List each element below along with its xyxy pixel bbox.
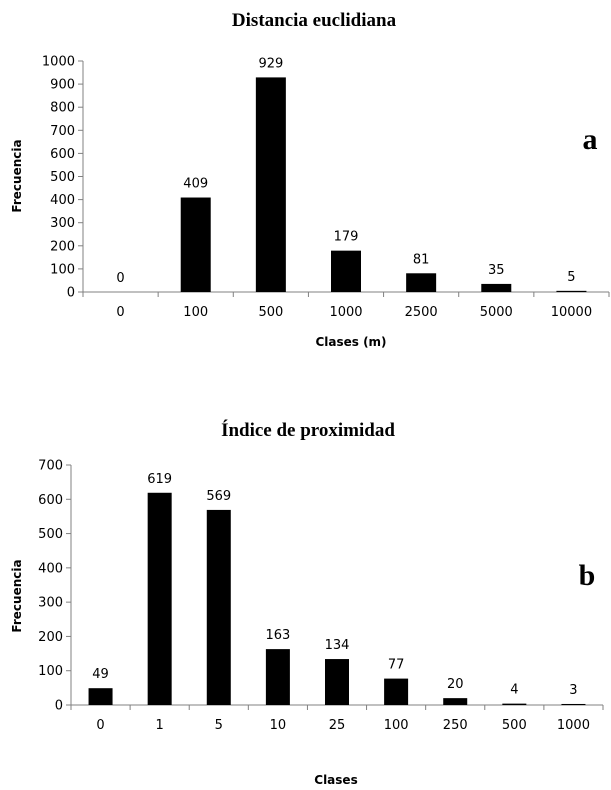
chart-a-bar-500	[255, 77, 286, 292]
chart-b-x-tick-label: 25	[329, 718, 346, 733]
chart-a-bar-5000	[481, 283, 512, 292]
chart-a-x-tick-label: 1000	[329, 305, 362, 320]
chart-a-y-tick-label: 700	[50, 124, 75, 139]
chart-b-bar-500	[502, 703, 527, 705]
chart-a-y-tick-label: 500	[50, 170, 75, 185]
chart-b-bar-25	[325, 659, 349, 705]
chart-b-y-axis-label: Frecuencia	[10, 559, 24, 632]
chart-a-y-tick-label: 200	[50, 239, 75, 254]
chart-a-x-tick-label: 100	[183, 305, 208, 320]
chart-b-x-tick-label: 0	[96, 718, 104, 733]
chart-b-bar-1	[147, 492, 172, 705]
chart-a-data-label: 35	[488, 263, 505, 278]
chart-a-y-tick-label: 800	[50, 101, 75, 116]
chart-b-x-tick-label: 5	[215, 718, 223, 733]
chart-a-bar-2500	[406, 273, 437, 292]
chart-b-data-label: 134	[325, 638, 350, 653]
chart-b-bar-250	[443, 698, 468, 705]
chart-a-x-tick-label: 5000	[480, 305, 513, 320]
chart-b-bar-0	[88, 688, 113, 705]
chart-b-data-label: 619	[147, 472, 172, 487]
chart-b-data-label: 20	[447, 677, 464, 692]
chart-b-x-tick-label: 10	[270, 718, 287, 733]
chart-b-data-label: 3	[569, 683, 577, 698]
chart-b-x-tick-label: 250	[443, 718, 468, 733]
chart-b-y-tick-label: 100	[38, 664, 63, 679]
chart-b-y-tick-label: 300	[38, 596, 63, 611]
chart-b-x-tick-label: 1000	[557, 718, 590, 733]
chart-a-plot: 0100200300400500600700800900100000100409…	[42, 55, 610, 320]
chart-b-data-label: 569	[206, 489, 231, 504]
chart-b-data-label: 77	[388, 658, 405, 673]
chart-a-y-tick-label: 400	[50, 193, 75, 208]
chart-b-y-tick-label: 600	[38, 493, 63, 508]
chart-b-panel-label: b	[579, 559, 596, 592]
chart-a-y-tick-label: 1000	[42, 55, 75, 70]
chart-a-data-label: 179	[334, 230, 359, 245]
chart-b-title: Índice de proximidad	[221, 419, 395, 441]
chart-a-x-tick-label: 500	[258, 305, 283, 320]
chart-b-bar-1000	[561, 703, 586, 705]
chart-a-bar-1000	[331, 250, 361, 292]
chart-a-x-tick-label: 10000	[551, 305, 592, 320]
chart-a-y-tick-label: 0	[67, 286, 75, 301]
chart-a-bar-100	[180, 197, 211, 292]
chart-a-data-label: 5	[567, 270, 575, 285]
chart-b-y-tick-label: 0	[55, 699, 63, 714]
chart-a-panel-label: a	[583, 123, 598, 156]
chart-b-bar-10	[265, 649, 290, 705]
chart-b-y-tick-label: 200	[38, 630, 63, 645]
chart-b-y-tick-label: 500	[38, 527, 63, 542]
chart-b-data-label: 49	[92, 667, 109, 682]
chart-a-x-axis-label: Clases (m)	[315, 335, 386, 349]
chart-b-plot: 0 100 200 300 400 500 600 700 0 49 1 619 5 569 10 163 25…	[38, 459, 604, 733]
chart-b-x-tick-label: 500	[502, 718, 527, 733]
chart-b-bar-100	[384, 678, 409, 705]
chart-b-x-axis-label: Clases	[314, 773, 357, 787]
chart-a-data-label: 409	[183, 177, 208, 192]
chart-b-y-tick-label: 400	[38, 561, 63, 576]
chart-a-y-tick-label: 600	[50, 147, 75, 162]
chart-a-data-label: 81	[413, 252, 430, 267]
chart-a-y-tick-label: 100	[50, 262, 75, 277]
chart-b-data-label: 4	[510, 683, 518, 698]
chart-a-title: Distancia euclidiana	[232, 10, 397, 31]
chart-b-x-tick-label: 100	[384, 718, 409, 733]
chart-a-y-axis-label: Frecuencia	[10, 139, 24, 212]
chart-a-x-tick-label: 2500	[405, 305, 438, 320]
chart-b-bar-5	[206, 509, 231, 705]
chart-a-x-tick-label: 0	[116, 305, 124, 320]
chart-a-bar-10000	[556, 290, 587, 292]
chart-b-y-tick-label: 700	[38, 459, 63, 474]
chart-b-data-label: 163	[265, 628, 290, 643]
chart-a-data-label: 929	[258, 56, 283, 71]
chart-a-y-tick-label: 900	[50, 78, 75, 93]
chart-a-data-label: 0	[116, 271, 124, 286]
chart-b-x-tick-label: 1	[156, 718, 164, 733]
chart-a-y-tick-label: 300	[50, 216, 75, 231]
